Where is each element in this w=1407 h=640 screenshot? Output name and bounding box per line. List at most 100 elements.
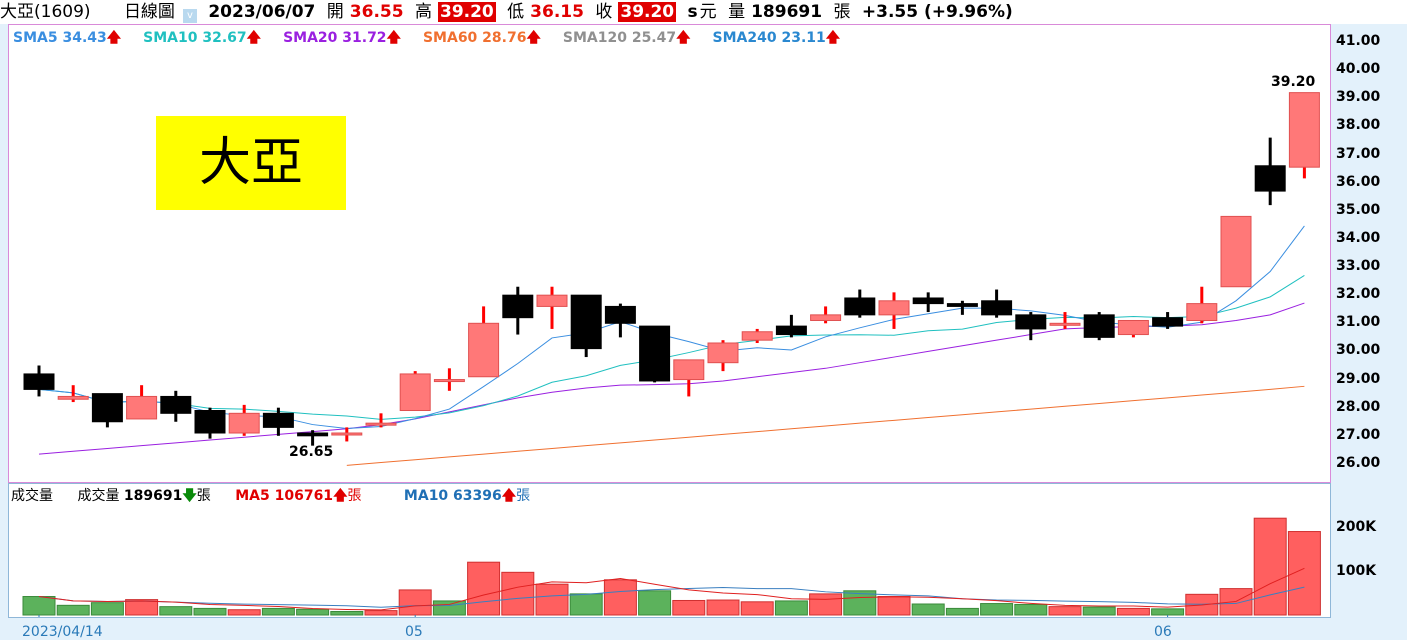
arrow-down-icon: 🡇 [182, 488, 197, 504]
change-value: +3.55 (+9.96%) [861, 2, 1013, 22]
volume-plot [22, 517, 1321, 617]
high-annotation: 39.20 [1271, 74, 1316, 90]
volume-chart[interactable]: 成交量 成交量 189691🡇張 MA5 106761🡅張 MA10 63396… [8, 483, 1331, 618]
volume-bar [603, 579, 637, 616]
candle-body [1254, 165, 1286, 192]
sma-label: SMA5 34.43 [13, 30, 107, 46]
close-label: 收 [595, 2, 613, 22]
sma-label: SMA60 28.76 [422, 30, 527, 46]
candle-body [1220, 215, 1252, 288]
candle-body [262, 412, 294, 428]
date: 2023/06/07 [208, 2, 316, 22]
candle-body [331, 432, 363, 436]
volume-bar [432, 600, 466, 616]
sma-legend-item: SMA10 32.67🡅 [143, 30, 261, 46]
arrow-up-icon: 🡅 [106, 30, 122, 46]
sma-label: SMA10 32.67 [143, 30, 247, 46]
volume-bar [980, 603, 1014, 616]
volume-bar [398, 589, 432, 616]
candle-body [878, 300, 910, 316]
candle-body [1152, 317, 1184, 327]
price-plot [23, 92, 1320, 466]
candle-body [536, 294, 568, 307]
volume-bar [809, 593, 843, 616]
sma-label: SMA120 25.47 [562, 30, 677, 46]
sma-legend-item: SMA240 23.11🡅 [713, 30, 841, 46]
volume-tick-label: 100K [1336, 563, 1377, 579]
price-tick-label: 28.00 [1336, 398, 1381, 415]
candle-body [741, 331, 773, 341]
x-label-start: 2023/04/14 [22, 624, 103, 640]
x-label-may: 05 [405, 624, 423, 640]
candle-body [57, 395, 89, 400]
sma60-line [346, 385, 1305, 466]
volume-ma5-line [38, 567, 1305, 611]
candle-body [639, 325, 671, 382]
candle-body [946, 303, 978, 307]
candle-body [912, 297, 944, 305]
sma-legend-item: SMA60 28.76🡅 [423, 30, 541, 46]
candle-body [775, 325, 807, 336]
arrow-up-icon: 🡅 [386, 30, 401, 46]
candle-body [228, 412, 260, 434]
volume-bar [364, 610, 398, 616]
unit-s: s [687, 2, 698, 22]
open-label: 開 [326, 2, 344, 22]
candle-body [194, 410, 226, 434]
candle-body [1186, 303, 1218, 321]
price-tick-label: 38.00 [1336, 117, 1381, 134]
volume-tick-label: 200K [1336, 519, 1377, 535]
price-tick-label: 27.00 [1336, 426, 1381, 443]
candle-body [365, 422, 397, 426]
volume-bar [911, 603, 945, 616]
price-tick-label: 40.00 [1336, 61, 1381, 78]
volume-bar [330, 610, 364, 616]
price-tick-label: 31.00 [1336, 314, 1381, 331]
volume-bar [296, 608, 330, 616]
stock-name-logo: 大亞 [156, 116, 346, 210]
volume-unit: 張 [196, 488, 211, 504]
price-tick-label: 35.00 [1336, 201, 1381, 218]
currency: 元 [699, 2, 717, 22]
sma-legend-item: SMA120 25.47🡅 [563, 30, 691, 46]
arrow-up-icon: 🡅 [825, 30, 841, 46]
x-label-june: 06 [1154, 624, 1172, 640]
candle-body [91, 393, 123, 423]
volume-title: 成交量 [11, 488, 53, 504]
volume-bar [125, 599, 159, 616]
volume-bar [90, 602, 124, 616]
volume-bar [1116, 607, 1150, 616]
candle-body [23, 373, 55, 390]
volume-value: 189691 [751, 2, 823, 22]
volume-bar [877, 596, 911, 616]
sma-legend-item: SMA20 31.72🡅 [283, 30, 401, 46]
low-annotation: 26.65 [289, 444, 334, 460]
volume-bar [501, 571, 535, 616]
arrow-up-icon: 🡅 [333, 488, 348, 504]
chart-type: 日線圖 [123, 2, 175, 22]
price-tick-label: 34.00 [1336, 229, 1381, 246]
arrow-up-icon: 🡅 [676, 30, 691, 46]
volume-label: 成交量 [77, 488, 120, 504]
volume-bar [569, 593, 603, 616]
volume-bar [1082, 606, 1116, 616]
volume-value: 189691 [123, 488, 183, 504]
sma-legend: SMA5 34.43🡅 SMA10 32.67🡅 SMA20 31.72🡅 SMA60… [13, 27, 862, 51]
volume-label: 量 [728, 2, 746, 22]
candle-body [126, 395, 158, 420]
price-chart[interactable]: SMA5 34.43🡅 SMA10 32.67🡅 SMA20 31.72🡅 SMA60… [8, 24, 1331, 483]
dropdown-icon[interactable]: v [182, 9, 197, 23]
volume-bar [774, 600, 808, 616]
candle-body [673, 359, 705, 381]
price-tick-label: 33.00 [1336, 258, 1381, 275]
arrow-up-icon: 🡅 [246, 30, 262, 46]
volume-bar [706, 599, 740, 616]
sma10-line [38, 275, 1305, 420]
candle-body [1117, 319, 1149, 336]
volume-unit: 張 [833, 2, 851, 22]
sma-legend-item: SMA5 34.43🡅 [13, 30, 121, 46]
low-label: 低 [507, 2, 525, 22]
candle-body [1083, 314, 1115, 338]
volume-bar [1048, 606, 1082, 616]
low-value: 36.15 [530, 2, 584, 22]
